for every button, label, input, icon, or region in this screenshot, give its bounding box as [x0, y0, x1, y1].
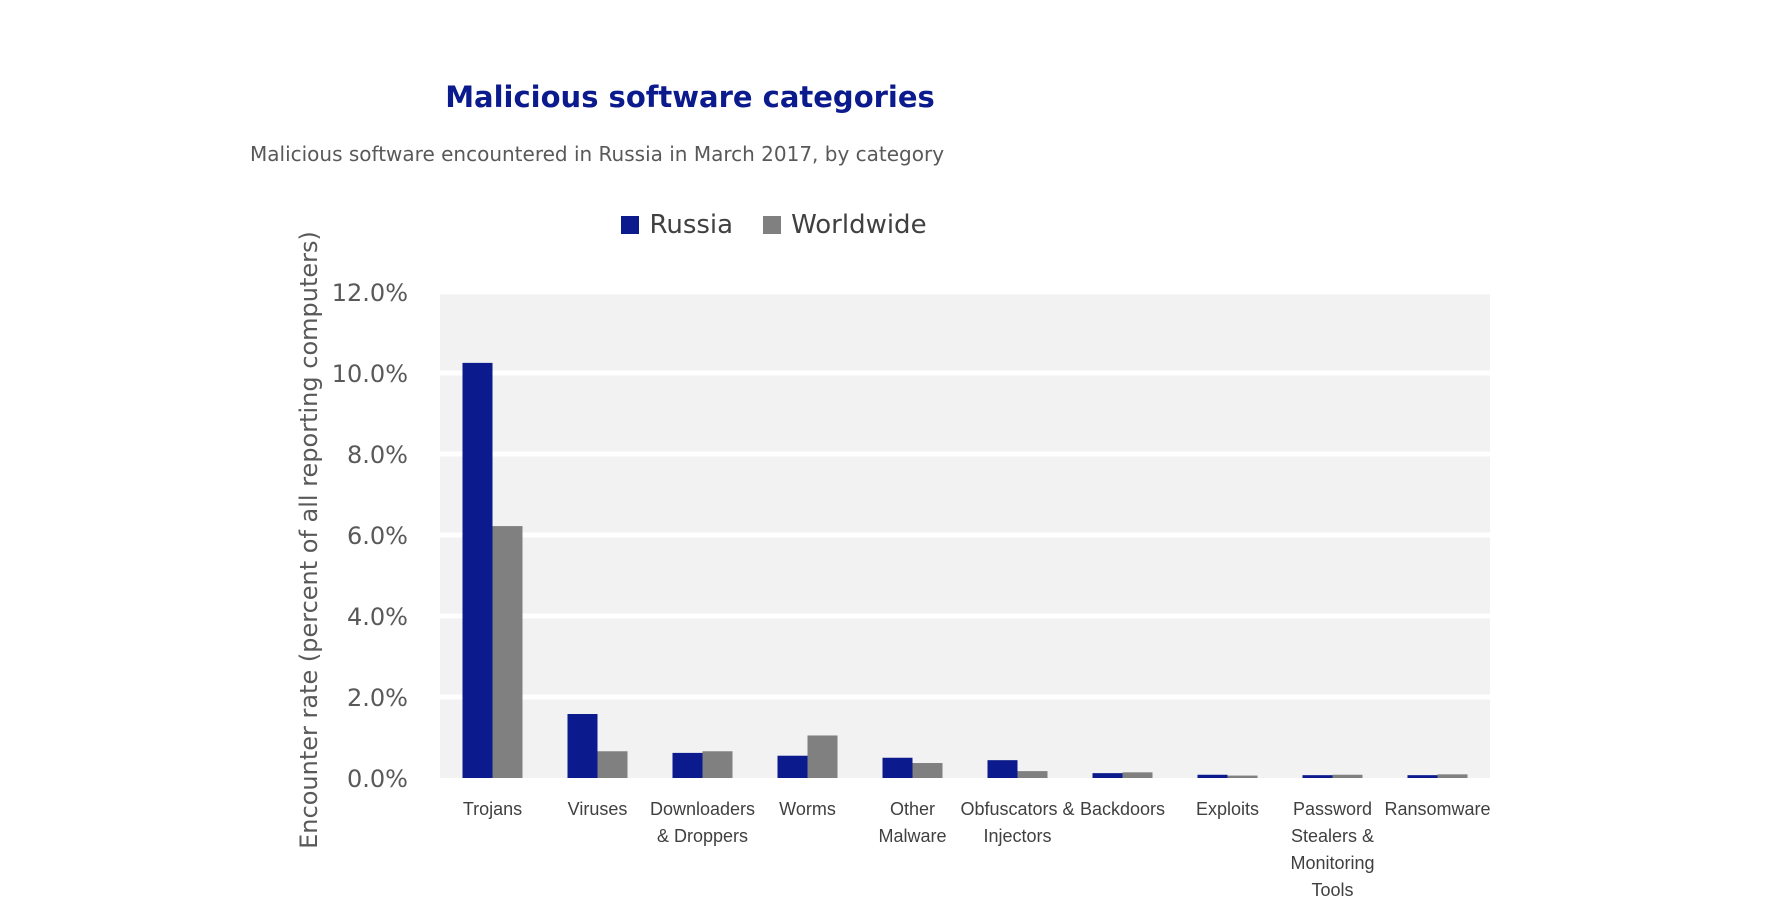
x-tick-label-line: Downloaders: [650, 799, 755, 819]
y-axis-label: Encounter rate (percent of all reporting…: [295, 231, 323, 849]
x-tick-label-line: Backdoors: [1080, 799, 1165, 819]
y-tick-label: 6.0%: [347, 522, 408, 550]
x-tick-label-line: & Droppers: [657, 826, 748, 846]
y-tick-label: 2.0%: [347, 684, 408, 712]
bar-russia-6: [987, 760, 1018, 778]
x-tick-label: Obfuscators & Injectors: [960, 799, 1074, 846]
bar-worldwide-3: [702, 751, 733, 778]
y-tick-label: 10.0%: [332, 360, 408, 388]
y-tick-label: 4.0%: [347, 603, 408, 631]
bar-russia-7: [1092, 773, 1123, 778]
bar-worldwide-6: [1017, 771, 1048, 778]
x-tick-label: Viruses: [568, 799, 628, 819]
chart-subtitle: Malicious software encountered in Russia…: [250, 142, 945, 166]
x-tick-label: Ransomware: [1384, 799, 1490, 819]
y-tick-label: 12.0%: [332, 279, 408, 307]
x-tick-label-line: Tools: [1311, 880, 1353, 900]
x-tick-label-line: Injectors: [983, 826, 1051, 846]
x-tick-label: Exploits: [1196, 799, 1259, 819]
bar-worldwide-7: [1122, 772, 1153, 778]
bar-russia-1: [462, 362, 493, 778]
y-tick-label: 8.0%: [347, 441, 408, 469]
x-tick-label: Downloaders & Droppers: [650, 799, 755, 846]
legend-label-russia: Russia: [649, 210, 734, 240]
x-tick-label: Backdoors: [1080, 799, 1165, 819]
bar-worldwide-10: [1437, 774, 1468, 778]
bar-russia-2: [567, 714, 598, 778]
x-tick-label-line: Viruses: [568, 799, 628, 819]
bar-worldwide-2: [597, 751, 628, 778]
x-tick-label-line: Ransomware: [1384, 799, 1490, 819]
bar-worldwide-9: [1332, 774, 1363, 778]
x-tick-label: Other Malware: [878, 799, 946, 846]
x-tick-label: Password Stealers & Monitoring Tools: [1290, 799, 1374, 900]
x-tick-label-line: Worms: [779, 799, 836, 819]
bar-russia-5: [882, 757, 913, 778]
legend-item-russia: Russia: [621, 210, 733, 240]
legend-swatch-worldwide: [763, 216, 782, 234]
x-tick-label-line: Malware: [878, 826, 946, 846]
x-tick-label: Worms: [779, 799, 836, 819]
bar-russia-8: [1197, 774, 1228, 778]
bar-worldwide-4: [807, 735, 838, 778]
x-tick-label-line: Other: [890, 799, 935, 819]
bar-worldwide-5: [912, 763, 943, 778]
chart-legend: Russia Worldwide: [0, 210, 1663, 240]
x-tick-label-line: Password: [1293, 799, 1372, 819]
bar-russia-9: [1302, 775, 1333, 778]
bar-russia-3: [672, 752, 703, 778]
x-tick-label-line: Monitoring: [1290, 853, 1374, 873]
x-tick-label-line: Stealers &: [1291, 826, 1374, 846]
bar-worldwide-1: [492, 526, 523, 778]
legend-label-worldwide: Worldwide: [791, 210, 927, 240]
legend-item-worldwide: Worldwide: [763, 210, 927, 240]
x-tick-label-line: Obfuscators &: [960, 799, 1074, 819]
x-tick-label: Trojans: [463, 799, 522, 819]
chart-title: Malicious software categories: [445, 80, 935, 114]
legend-swatch-russia: [621, 216, 640, 234]
x-tick-label-line: Exploits: [1196, 799, 1259, 819]
x-tick-label-line: Trojans: [463, 799, 522, 819]
bar-russia-10: [1407, 775, 1438, 778]
y-tick-label: 0.0%: [347, 765, 408, 793]
bar-russia-4: [777, 755, 808, 778]
bar-worldwide-8: [1227, 775, 1258, 778]
